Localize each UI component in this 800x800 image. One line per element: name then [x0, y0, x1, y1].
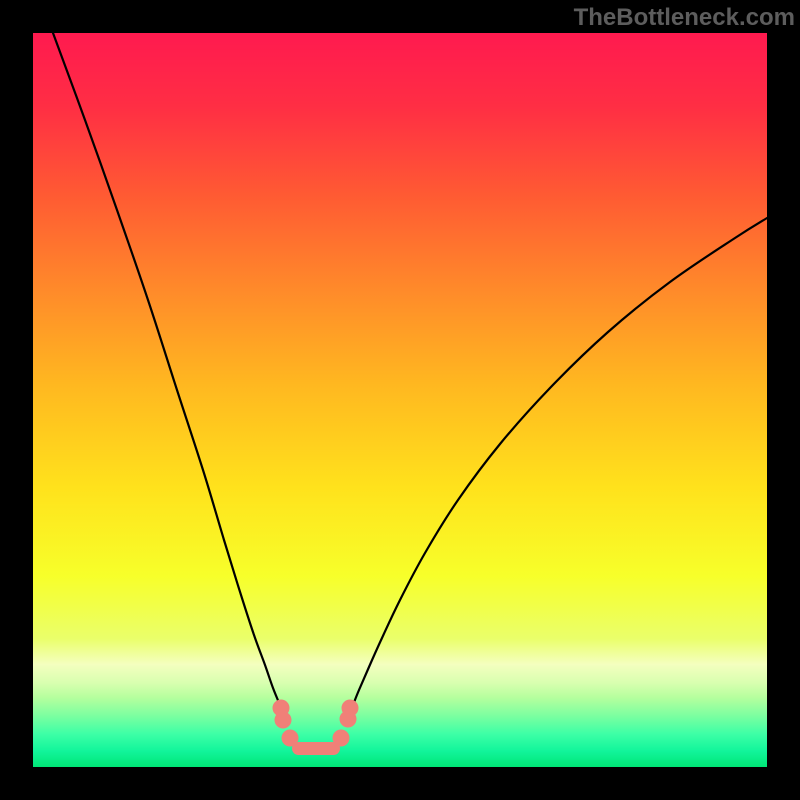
chart-canvas: [0, 0, 800, 800]
plot-gradient-background: [33, 33, 767, 767]
watermark-text: TheBottleneck.com: [574, 4, 795, 32]
valley-bar: [292, 742, 340, 755]
valley-dot: [333, 730, 350, 747]
valley-dot: [275, 712, 292, 729]
valley-dot: [340, 711, 357, 728]
valley-dot: [282, 730, 299, 747]
